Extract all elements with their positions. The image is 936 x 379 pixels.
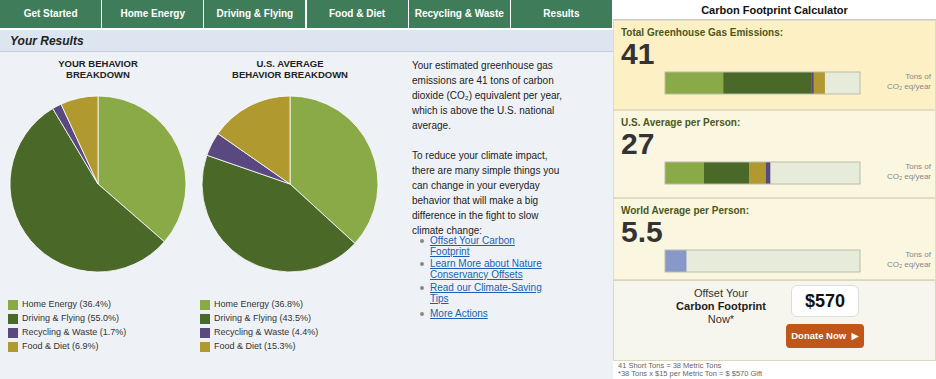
- bar-segment: [665, 72, 723, 94]
- nav-tab[interactable]: Results: [511, 0, 613, 28]
- bars: [665, 72, 825, 94]
- nav-tab[interactable]: Driving & Flying: [204, 0, 306, 28]
- axis-label: Tons of CO₂ eq/year: [865, 250, 931, 272]
- legend-entry: Driving & Flying (55.0%): [22, 312, 192, 325]
- bullet: [420, 312, 424, 316]
- bar-segment: [665, 162, 704, 184]
- legend-entry: Recycling & Waste (1.7%): [22, 326, 192, 339]
- section-title: U.S. Average per Person:: [621, 116, 921, 129]
- pie-slice: [61, 96, 98, 184]
- pie-slice: [218, 96, 290, 184]
- section-title: Your Results: [10, 30, 310, 52]
- bars: [665, 250, 686, 272]
- pie-title: U.S. AVERAGE BEHAVIOR BREAKDOWN: [200, 58, 380, 82]
- pie-title: YOUR BEHAVIOR BREAKDOWN: [8, 58, 188, 82]
- page: Get StartedHome EnergyDriving & FlyingFo…: [0, 0, 936, 379]
- legend-entry: Food & Diet (6.9%): [22, 340, 192, 353]
- bullet: [420, 262, 424, 266]
- section-title: World Average per Person:: [621, 204, 921, 217]
- bar-segment: [704, 162, 750, 184]
- legend-swatch: [8, 342, 18, 352]
- legend-entry: Home Energy (36.8%): [214, 298, 384, 311]
- link[interactable]: Learn More about Nature Conservancy Offs…: [430, 258, 606, 280]
- bar-track: [665, 72, 860, 94]
- nav-tab[interactable]: Recycling & Waste: [409, 0, 511, 28]
- link[interactable]: Read our Climate-Saving Tips: [430, 282, 606, 304]
- section: [613, 280, 936, 361]
- legend-entry: Driving & Flying (43.5%): [214, 312, 384, 325]
- link[interactable]: Offset Your Carbon Footprint: [430, 235, 606, 257]
- bar-track: [665, 162, 860, 184]
- legend-swatch: [200, 314, 210, 324]
- section-title: Total Greenhouse Gas Emissions:: [621, 26, 921, 39]
- big-number: 27: [621, 129, 741, 159]
- legend-swatch: [8, 314, 18, 324]
- legend-swatch: [8, 300, 18, 310]
- nav-tab[interactable]: Get Started: [0, 0, 102, 28]
- bar-segment: [723, 72, 811, 94]
- legend-entry: Food & Diet (15.3%): [214, 340, 384, 353]
- legend-swatch: [200, 300, 210, 310]
- pie-chart: [8, 84, 188, 284]
- pie-chart: [200, 84, 380, 284]
- link[interactable]: More Actions: [430, 308, 606, 319]
- bar-track: [665, 250, 860, 272]
- legend-swatch: [200, 342, 210, 352]
- page-title: Carbon Footprint Calculator: [613, 0, 936, 20]
- footer-text: 41 Short Tons = 38 Metric Tons: [618, 362, 928, 370]
- big-number: 41: [621, 39, 741, 69]
- legend-swatch: [8, 328, 18, 338]
- footer-text: *38 Tons x $15 per Metric Ton = $ $570 G…: [618, 370, 928, 378]
- axis-label: Tons of CO₂ eq/year: [865, 72, 931, 94]
- header-band: [0, 30, 613, 52]
- nav-tab[interactable]: Food & Diet: [307, 0, 409, 28]
- axis-label: Tons of CO₂ eq/year: [865, 162, 931, 184]
- legend-entry: Recycling & Waste (4.4%): [214, 326, 384, 339]
- offset-amount: $570: [791, 285, 859, 317]
- bar-segment: [665, 250, 686, 272]
- plot-frame: [665, 250, 860, 272]
- bullet: [420, 286, 424, 290]
- bar-chart: [665, 72, 860, 94]
- bar-segment: [811, 72, 814, 94]
- bar-chart: [665, 162, 860, 184]
- bar-chart: [665, 250, 860, 272]
- big-number: 5.5: [621, 217, 741, 247]
- plot-frame: [665, 162, 860, 184]
- nav-tab[interactable]: Home Energy: [102, 0, 204, 28]
- bar-segment: [766, 162, 771, 184]
- legend-swatch: [200, 328, 210, 338]
- bar-segment: [814, 72, 825, 94]
- bar-segment: [750, 162, 766, 184]
- donate-button[interactable]: Donate Now ▶: [786, 324, 864, 348]
- bullet: [420, 239, 424, 243]
- plot-frame: [665, 72, 860, 94]
- legend-entry: Home Energy (36.4%): [22, 298, 192, 311]
- bars: [665, 162, 770, 184]
- intro-text: Your estimated greenhouse gas emissions …: [412, 58, 608, 238]
